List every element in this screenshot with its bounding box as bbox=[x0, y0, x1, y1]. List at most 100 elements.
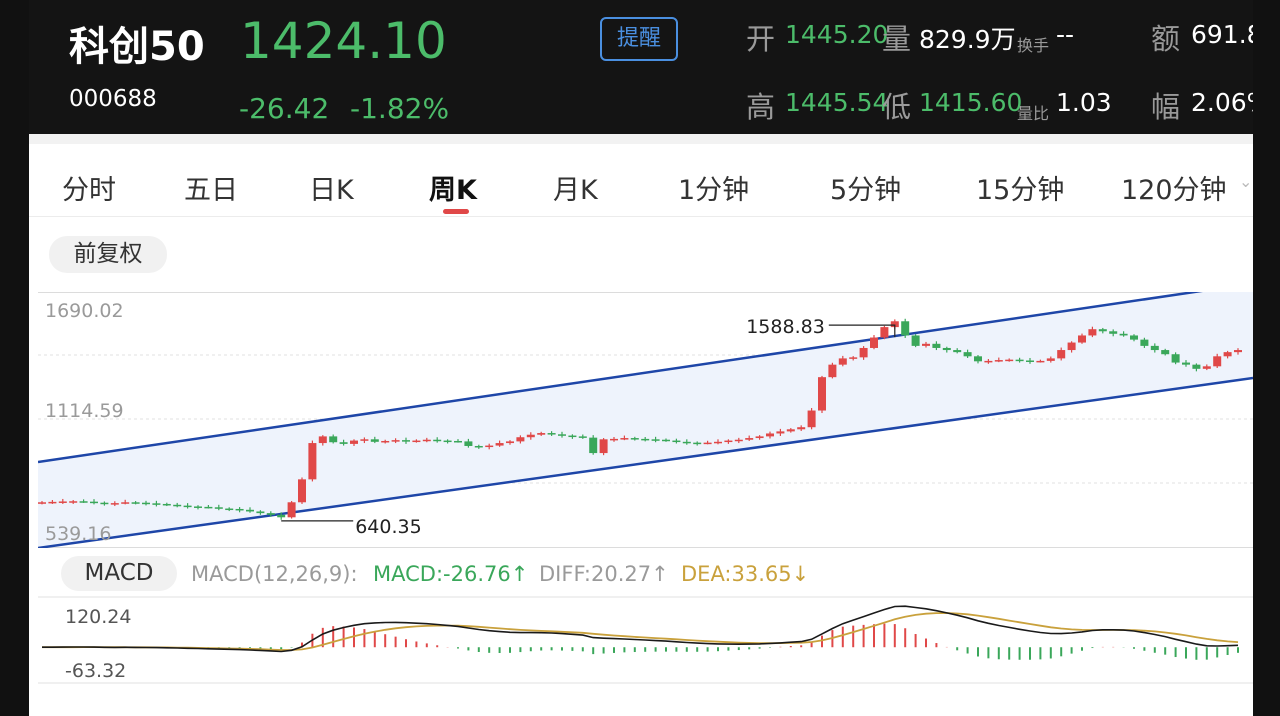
candle-body bbox=[932, 343, 941, 348]
candle-body bbox=[724, 440, 733, 443]
candle-body bbox=[1140, 339, 1149, 346]
candle-body bbox=[984, 360, 993, 363]
high-label: 高 bbox=[746, 90, 776, 124]
macd-value: MACD:-26.76↑ bbox=[373, 562, 529, 586]
candle-body bbox=[641, 438, 650, 441]
candle-body bbox=[225, 508, 234, 511]
kline-chart: 1588.83 640.35 bbox=[38, 292, 1253, 548]
macd-indicator-button[interactable]: MACD bbox=[61, 556, 177, 591]
candle-body bbox=[69, 501, 78, 503]
diff-value: DIFF:20.27↑ bbox=[539, 562, 669, 586]
tab-5-minute[interactable]: 5分钟 bbox=[830, 175, 902, 206]
candle-body bbox=[443, 440, 452, 443]
candle-body bbox=[662, 439, 670, 442]
candle-body bbox=[214, 507, 223, 509]
candle-body bbox=[1078, 335, 1086, 343]
candle-body bbox=[703, 442, 712, 445]
tab-five-day[interactable]: 五日 bbox=[184, 175, 238, 206]
candle-body bbox=[901, 321, 910, 336]
low-value: 1415.60 bbox=[919, 88, 1023, 117]
candle-body bbox=[745, 438, 754, 440]
candle-body bbox=[1057, 350, 1066, 359]
volume-label: 量 bbox=[882, 22, 912, 56]
candle-body bbox=[1026, 360, 1034, 362]
candle-body bbox=[412, 440, 421, 443]
candle-body bbox=[693, 442, 702, 445]
period-tabs: 分时 五日 日K 周K 月K 1分钟 5分钟 15分钟 120分钟 ⌄ bbox=[29, 144, 1253, 217]
tab-weekly-k[interactable]: 周K bbox=[429, 175, 477, 206]
candle-body bbox=[142, 502, 150, 505]
candle-body bbox=[922, 343, 930, 346]
index-name: 科创50 bbox=[69, 24, 205, 70]
index-code: 000688 bbox=[69, 86, 157, 112]
price-axis-top: 1690.02 bbox=[45, 300, 124, 322]
candle-body bbox=[651, 439, 660, 441]
candle-body bbox=[360, 439, 369, 441]
candle-body bbox=[194, 506, 202, 508]
amplitude-label: 幅 bbox=[1151, 90, 1181, 124]
chevron-down-icon[interactable]: ⌄ bbox=[1239, 172, 1253, 191]
candle-body bbox=[766, 433, 774, 437]
candle-body bbox=[329, 436, 338, 443]
candle-body bbox=[277, 514, 286, 518]
candle-body bbox=[942, 347, 951, 351]
tab-15-minute[interactable]: 15分钟 bbox=[976, 175, 1065, 206]
app-window: 科创50 000688 1424.10 -26.42 -1.82% 提醒 开 1… bbox=[29, 0, 1253, 716]
candle-body bbox=[1046, 358, 1055, 361]
candle-body bbox=[578, 436, 587, 438]
candle-body bbox=[672, 440, 681, 443]
candle-body bbox=[1005, 359, 1014, 362]
candle-body bbox=[422, 439, 431, 442]
candle-body bbox=[162, 503, 171, 506]
amount-value: 691.8 bbox=[1191, 20, 1253, 49]
candle-body bbox=[1150, 345, 1159, 351]
volume-ratio-label: 量比 bbox=[1017, 104, 1050, 123]
candle-body bbox=[838, 358, 847, 365]
candle-body bbox=[1088, 329, 1097, 336]
candle-body bbox=[755, 436, 764, 439]
candle-body bbox=[880, 327, 889, 338]
candle-body bbox=[506, 441, 514, 444]
candle-body bbox=[786, 429, 795, 432]
tab-1-minute[interactable]: 1分钟 bbox=[678, 175, 750, 206]
amplitude-value: 2.06% bbox=[1191, 88, 1253, 117]
candle-body bbox=[287, 502, 296, 518]
section-divider bbox=[29, 134, 1253, 144]
candle-body bbox=[599, 439, 608, 454]
open-value: 1445.20 bbox=[785, 20, 889, 49]
amount-label: 额 bbox=[1151, 22, 1181, 56]
tab-daily-k[interactable]: 日K bbox=[309, 175, 354, 206]
price-change-percent: -1.82% bbox=[350, 92, 450, 125]
turnover-value: -- bbox=[1056, 20, 1075, 49]
max-annotation-line bbox=[828, 324, 896, 338]
tab-intraday[interactable]: 分时 bbox=[62, 175, 116, 206]
candle-body bbox=[1067, 342, 1076, 351]
candle-body bbox=[495, 443, 504, 446]
quote-header: 科创50 000688 1424.10 -26.42 -1.82% 提醒 开 1… bbox=[29, 0, 1253, 134]
candle-body bbox=[568, 435, 577, 438]
price-change: -26.42 bbox=[239, 92, 330, 125]
candle-body bbox=[183, 505, 192, 508]
volume-ratio-value: 1.03 bbox=[1056, 88, 1112, 117]
candle-body bbox=[48, 501, 57, 504]
candle-body bbox=[1182, 362, 1190, 365]
candle-body bbox=[610, 438, 618, 441]
candle-body bbox=[589, 437, 598, 454]
tab-120-minute[interactable]: 120分钟 bbox=[1121, 175, 1227, 206]
candle-body bbox=[1202, 366, 1211, 369]
tab-monthly-k[interactable]: 月K bbox=[553, 175, 598, 206]
candle-body bbox=[121, 502, 130, 504]
price-axis-mid: 1114.59 bbox=[45, 400, 124, 422]
candle-body bbox=[537, 433, 546, 435]
adjust-button[interactable]: 前复权 bbox=[49, 236, 167, 273]
candle-body bbox=[630, 438, 639, 440]
candle-body bbox=[974, 356, 982, 362]
candle-body bbox=[402, 440, 410, 442]
candle-body bbox=[547, 433, 556, 435]
candle-body bbox=[776, 431, 785, 434]
candle-body bbox=[58, 501, 67, 503]
candle-body bbox=[246, 509, 254, 512]
alert-button[interactable]: 提醒 bbox=[600, 17, 678, 61]
candle-body bbox=[516, 437, 525, 442]
candle-body bbox=[558, 434, 566, 436]
